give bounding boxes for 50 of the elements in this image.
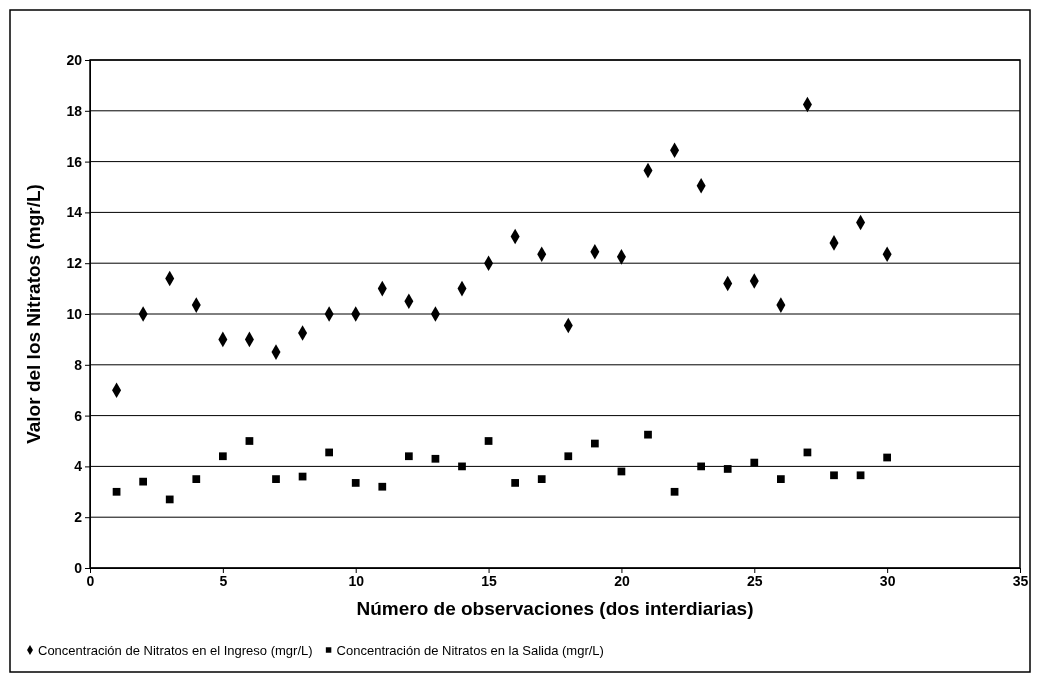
y-tick-label: 10 [66,305,83,322]
x-tick-label: 20 [614,572,630,589]
y-tick-label: 2 [74,509,83,526]
point [404,452,413,461]
point [165,495,174,504]
point [192,475,201,483]
point [830,471,838,480]
y-tick-label: 0 [74,559,83,576]
y-tick-label: 18 [66,102,83,119]
point [776,475,785,483]
y-axis-title: Valor del los Nitratos (mgr/L) [23,184,44,444]
x-tick-label: 25 [747,572,763,589]
y-tick-label: 16 [66,153,83,170]
point [883,453,892,462]
point [112,487,121,496]
point [697,462,706,471]
x-tick-label: 30 [879,572,896,589]
point [431,454,440,463]
y-tick-label: 20 [66,51,83,68]
y-tick-label: 4 [74,458,83,475]
point [750,458,759,467]
point [272,475,280,483]
y-tick-label: 6 [74,407,83,424]
x-tick-label: 35 [1012,572,1029,589]
point [511,479,520,487]
x-axis-title: Número de observaciones (dos interdiarias) [356,598,754,619]
point [139,477,148,486]
point [564,452,573,461]
x-tick-label: 10 [348,572,365,589]
point [218,452,227,461]
point [670,487,679,496]
y-tick-label: 12 [66,255,83,272]
x-tick-label: 5 [219,572,228,589]
point [378,482,387,491]
point [723,465,732,473]
y-tick-label: 8 [74,356,83,373]
point [484,437,493,445]
point [590,439,599,448]
x-tick-label: 0 [86,572,95,589]
point [351,479,360,487]
point [644,430,652,439]
point [458,462,466,471]
legend-label: Concentración de Nitratos en la Salida (mgr/L) [336,643,604,658]
x-tick-label: 15 [481,572,498,589]
legend-label: Concentración de Nitratos en el Ingreso (mgr/L) [38,643,313,658]
point [245,437,254,445]
y-tick-label: 14 [66,204,83,221]
point [537,475,546,483]
point [325,448,334,457]
point [856,471,865,480]
